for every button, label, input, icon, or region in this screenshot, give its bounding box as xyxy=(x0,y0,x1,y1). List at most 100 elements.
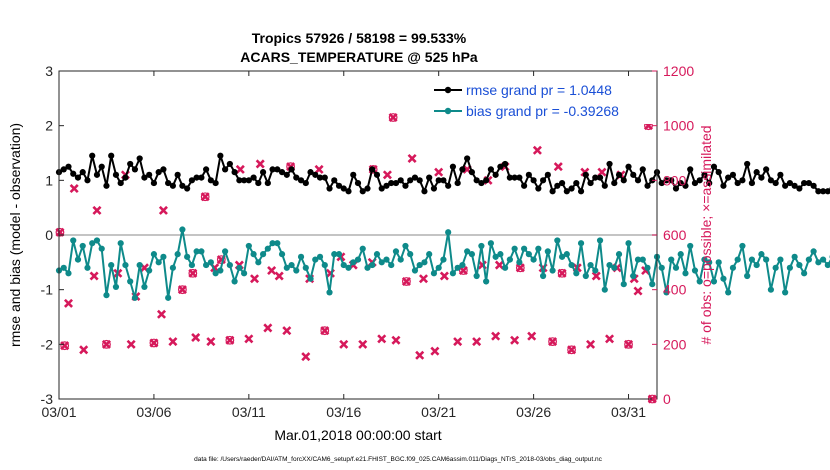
obs-assimilated-point xyxy=(430,346,440,356)
rmse-point xyxy=(397,177,404,184)
bias-point xyxy=(502,264,509,271)
rmse-point xyxy=(378,185,385,192)
bias-point xyxy=(601,286,608,293)
bias-point xyxy=(748,256,756,263)
obs-cross-stroke xyxy=(55,227,65,237)
bias-point xyxy=(777,256,784,263)
bias-point xyxy=(625,240,632,247)
obs-cross-stroke xyxy=(139,263,149,273)
rmse-point xyxy=(169,182,177,189)
obs-assimilated-point xyxy=(267,266,277,276)
obs-assimilated-point xyxy=(472,337,482,347)
rmse-point xyxy=(810,182,817,189)
bias-point xyxy=(222,248,229,255)
bias-point xyxy=(226,261,233,269)
bias-point xyxy=(440,256,447,263)
bias-point xyxy=(611,264,618,271)
bias-point xyxy=(668,256,675,263)
bias-point xyxy=(587,261,594,269)
rmse-point xyxy=(155,169,162,176)
bias-point xyxy=(407,251,414,258)
bias-point xyxy=(506,256,513,263)
rmse-point xyxy=(777,171,784,178)
obs-assimilated-point xyxy=(282,326,292,336)
bias-point xyxy=(250,251,257,258)
rmse-point xyxy=(592,174,599,181)
obs-assimilated-point xyxy=(458,266,468,276)
bias-point xyxy=(141,283,148,291)
obs-assimilated-point xyxy=(439,271,449,281)
obs-assimilated-point xyxy=(415,350,425,360)
bias-point xyxy=(758,251,765,258)
rmse-point xyxy=(772,179,779,187)
bias-point xyxy=(554,237,561,244)
bias-point xyxy=(796,261,803,269)
obs-assimilated-point xyxy=(339,339,349,349)
bias-point xyxy=(193,248,200,255)
rmse-point xyxy=(634,177,642,184)
bias-point xyxy=(606,261,613,269)
rmse-point xyxy=(497,163,504,170)
obs-cross-stroke xyxy=(158,205,168,215)
obs-assimilated-point xyxy=(388,112,398,122)
obs-cross-stroke xyxy=(586,339,596,349)
bias-point xyxy=(236,264,243,271)
obs-cross-stroke xyxy=(358,339,368,349)
legend-bias-marker xyxy=(444,107,452,115)
bias-point xyxy=(715,259,722,266)
bias-point xyxy=(720,275,727,282)
bias-point xyxy=(397,256,404,263)
obs-assimilated-point xyxy=(624,339,634,349)
obs-possible-point xyxy=(320,326,330,336)
rmse-point xyxy=(483,177,490,184)
bias-point xyxy=(103,292,110,299)
obs-cross-stroke xyxy=(605,334,615,344)
bias-point xyxy=(112,283,120,291)
rmse-point xyxy=(283,171,290,178)
rmse-point xyxy=(174,171,181,178)
rmse-point xyxy=(644,182,651,189)
bias-point xyxy=(411,267,419,274)
rmse-point xyxy=(521,182,528,189)
obs-assimilated-point xyxy=(92,205,102,215)
rmse-point xyxy=(696,177,703,184)
bias-point xyxy=(364,264,371,271)
rmse-point xyxy=(302,179,309,187)
obs-cross-stroke xyxy=(458,266,468,276)
rmse-point xyxy=(715,169,722,176)
obs-assimilated-point xyxy=(494,260,504,270)
rmse-point xyxy=(468,169,476,176)
obs-cross-stroke xyxy=(377,334,387,344)
bias-point xyxy=(710,278,718,285)
bias-point xyxy=(378,259,385,266)
bias-point xyxy=(127,278,134,285)
rmse-point xyxy=(668,177,675,184)
rmse-point xyxy=(278,169,286,176)
rmse-point xyxy=(459,166,466,173)
obs-possible-point xyxy=(149,338,159,348)
obs-assimilated-point xyxy=(235,164,245,174)
obs-assimilated-point xyxy=(391,335,401,345)
rmse-point xyxy=(753,169,760,176)
y-tick-label: 3 xyxy=(45,63,53,79)
obs-assimilated-point xyxy=(177,285,187,295)
y-tick-label: 0 xyxy=(45,227,53,243)
rmse-point xyxy=(203,166,210,173)
obs-assimilated-point xyxy=(527,331,537,341)
rmse-point xyxy=(335,182,343,189)
rmse-point xyxy=(307,169,314,176)
bias-point xyxy=(402,242,409,250)
rmse-point xyxy=(763,166,770,173)
obs-assimilated-point xyxy=(586,339,596,349)
obs-cross-stroke xyxy=(301,352,311,362)
bias-point xyxy=(767,286,775,293)
rmse-point xyxy=(212,179,219,187)
rmse-point xyxy=(630,171,637,178)
bias-point xyxy=(563,251,570,258)
bias-point xyxy=(487,240,494,247)
rmse-point xyxy=(449,163,457,170)
bias-point xyxy=(430,270,438,277)
obs-cross-stroke xyxy=(250,274,260,284)
rmse-point xyxy=(112,171,120,178)
rmse-point xyxy=(416,177,423,184)
